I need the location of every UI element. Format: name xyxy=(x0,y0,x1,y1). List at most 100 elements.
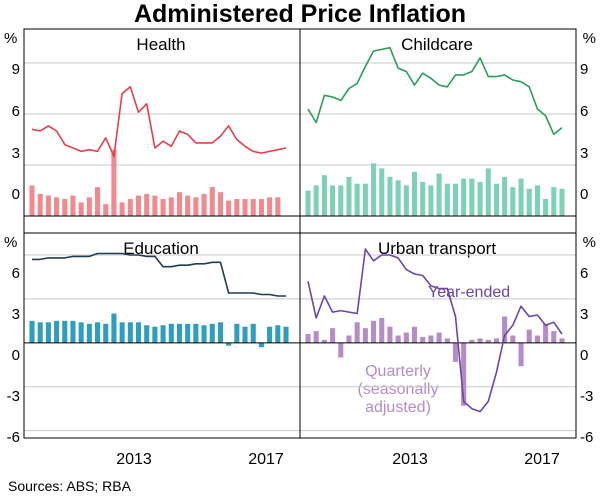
bar-health-29 xyxy=(267,197,273,216)
bar-health-4 xyxy=(62,199,68,216)
bar-education-4 xyxy=(62,320,68,343)
bar-health-6 xyxy=(78,202,84,216)
y-tick-bottom-right-minus6: -6 xyxy=(580,429,593,446)
bar-childcare-28 xyxy=(534,185,540,216)
line-health-year-ended xyxy=(31,86,287,158)
annotation-year-ended: Year-ended xyxy=(428,284,510,301)
bar-health-12 xyxy=(127,199,133,216)
line-childcare-year-ended xyxy=(307,46,563,136)
bar-childcare-27 xyxy=(526,188,532,216)
y-tick-top-left-6: 6 xyxy=(12,103,20,120)
bar-childcare-30 xyxy=(551,187,557,216)
bar-childcare-17 xyxy=(444,183,450,216)
bar-childcare-21 xyxy=(477,182,483,216)
bar-transport-30 xyxy=(551,331,557,343)
x-tick-right-2013: 2013 xyxy=(392,451,428,468)
bar-transport-15 xyxy=(428,335,434,343)
bar-transport-26 xyxy=(518,342,524,367)
panel-title-education: Education xyxy=(123,239,199,258)
bar-childcare-7 xyxy=(362,183,368,216)
bar-childcare-6 xyxy=(354,183,360,216)
panel-title-childcare: Childcare xyxy=(401,35,473,54)
bar-transport-31 xyxy=(559,338,565,343)
y-tick-top-left-3: 3 xyxy=(12,145,20,162)
bar-education-5 xyxy=(70,320,76,343)
bar-health-28 xyxy=(258,199,264,216)
bar-transport-13 xyxy=(411,326,418,343)
bar-childcare-2 xyxy=(321,175,327,216)
bar-childcare-18 xyxy=(452,183,459,216)
bar-education-14 xyxy=(144,325,150,343)
line-transport-year-ended xyxy=(307,248,563,413)
bar-transport-3 xyxy=(330,328,336,343)
bar-health-15 xyxy=(152,195,158,216)
panel-title-urban-transport: Urban transport xyxy=(378,239,496,258)
bar-childcare-16 xyxy=(436,173,442,216)
bar-health-13 xyxy=(135,195,142,216)
y-tick-top-left-9: 9 xyxy=(12,61,20,78)
bar-education-23 xyxy=(217,322,223,343)
bar-transport-5 xyxy=(346,335,352,343)
bar-education-6 xyxy=(78,322,84,343)
bar-health-26 xyxy=(242,199,248,216)
bar-childcare-22 xyxy=(485,168,491,216)
unit-label-top-left: % xyxy=(4,30,17,47)
bar-childcare-14 xyxy=(420,182,426,216)
bar-education-2 xyxy=(45,322,51,343)
bar-health-7 xyxy=(86,197,92,216)
bar-education-9 xyxy=(103,323,109,343)
bar-health-10 xyxy=(111,149,117,216)
bar-childcare-0 xyxy=(305,190,311,216)
bar-transport-25 xyxy=(510,335,516,343)
bar-health-2 xyxy=(45,195,51,216)
bar-education-11 xyxy=(119,322,125,343)
bar-childcare-3 xyxy=(330,185,336,216)
bar-childcare-5 xyxy=(346,176,352,216)
y-tick-bottom-left-6: 6 xyxy=(12,265,20,282)
bar-childcare-23 xyxy=(493,183,499,216)
bar-transport-12 xyxy=(403,332,409,343)
bar-childcare-26 xyxy=(518,178,524,216)
bar-health-30 xyxy=(275,197,281,216)
bar-childcare-13 xyxy=(411,171,418,216)
bar-childcare-10 xyxy=(387,176,393,216)
y-tick-bottom-left-0: 0 xyxy=(12,347,20,364)
bar-childcare-15 xyxy=(428,185,434,216)
y-tick-top-right-6: 6 xyxy=(580,103,588,120)
bar-childcare-11 xyxy=(395,180,401,216)
bar-health-23 xyxy=(217,192,223,216)
bar-transport-29 xyxy=(543,323,549,343)
bar-health-1 xyxy=(37,193,43,216)
line-education-year-ended xyxy=(32,252,286,297)
bar-education-21 xyxy=(201,325,207,343)
bar-education-13 xyxy=(135,322,142,343)
bar-transport-9 xyxy=(379,317,385,343)
bar-transport-14 xyxy=(420,336,426,343)
bar-health-19 xyxy=(185,195,191,216)
bar-education-10 xyxy=(111,313,117,343)
bar-transport-11 xyxy=(395,335,401,343)
bar-transport-24 xyxy=(502,316,508,343)
bar-childcare-12 xyxy=(403,185,409,216)
unit-label-bottom-left: % xyxy=(4,234,17,251)
y-tick-bottom-left-minus3: -3 xyxy=(7,388,20,405)
y-tick-bottom-right-3: 3 xyxy=(580,306,588,323)
bar-education-8 xyxy=(95,322,101,343)
bar-transport-6 xyxy=(354,322,360,343)
bar-education-12 xyxy=(127,322,133,343)
bar-health-20 xyxy=(193,197,199,216)
y-tick-bottom-left-minus6: -6 xyxy=(7,429,20,446)
bar-education-19 xyxy=(185,323,191,343)
unit-label-top-right: % xyxy=(583,30,596,47)
bar-education-29 xyxy=(267,326,273,343)
bar-transport-2 xyxy=(321,339,327,343)
bar-education-18 xyxy=(176,323,183,343)
bar-transport-8 xyxy=(371,320,377,343)
bar-education-22 xyxy=(209,323,215,343)
bar-education-16 xyxy=(160,325,166,343)
bar-education-17 xyxy=(168,323,174,343)
bar-health-8 xyxy=(95,187,101,216)
bar-education-30 xyxy=(275,325,281,343)
bar-health-25 xyxy=(234,199,240,216)
bar-health-3 xyxy=(54,197,60,216)
